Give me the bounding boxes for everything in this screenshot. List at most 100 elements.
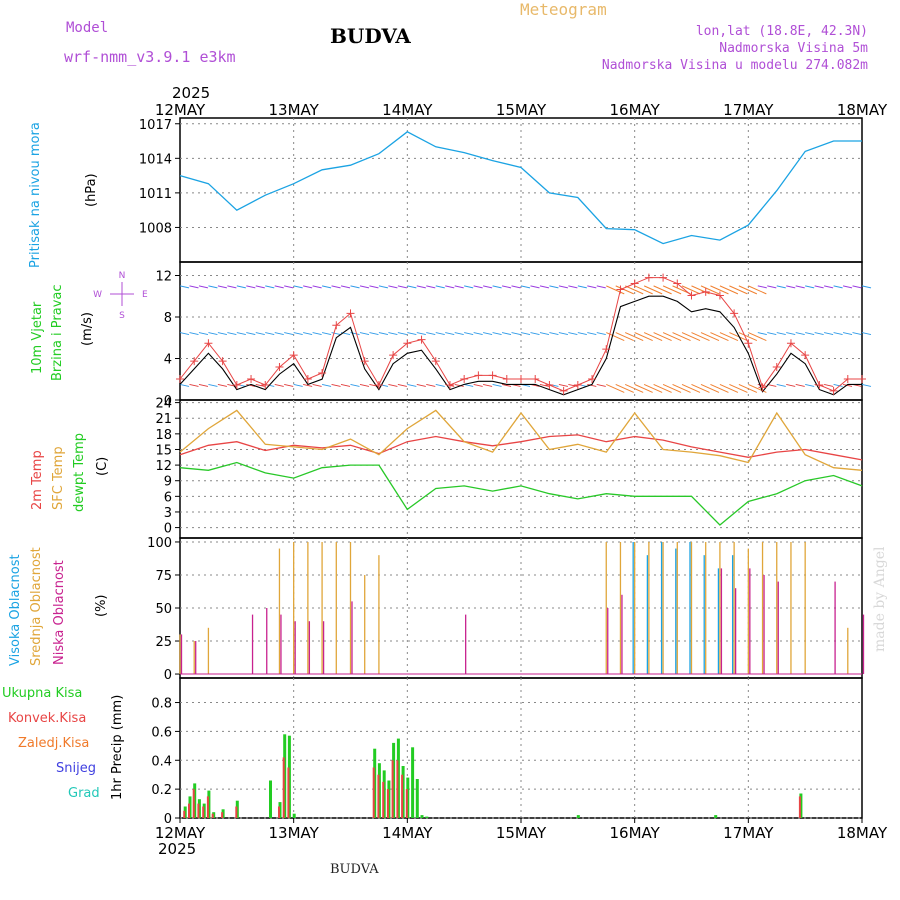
footer-city: BUDVA <box>330 862 379 877</box>
wind-arrow <box>549 332 559 336</box>
precip-bar-1 <box>235 806 238 818</box>
wind-arrow <box>388 383 398 387</box>
wind-arrow <box>492 285 502 289</box>
top-date-label: 14MAY <box>382 101 433 119</box>
wind-arrow <box>786 383 796 387</box>
wind-gust-marker <box>460 374 469 383</box>
precip-conv-legend: Konvek.Kisa <box>8 711 87 726</box>
wind-arrow <box>587 285 597 289</box>
wind-arrow <box>331 383 341 387</box>
precip-bar-1 <box>183 810 186 818</box>
top-date-label: 15MAY <box>496 101 547 119</box>
y-tick-label: 25 <box>155 635 172 650</box>
top-year-label: 2025 <box>172 84 210 102</box>
wind-arrow <box>606 285 625 295</box>
precip-bar-1 <box>202 806 205 818</box>
wind-arrow <box>217 383 227 387</box>
wind-arrow <box>615 332 634 342</box>
wind-arrow <box>719 383 739 393</box>
wind-gust-marker <box>289 351 298 360</box>
wind-arrow <box>483 383 493 387</box>
model-label: Model <box>66 20 109 36</box>
wind-gust-marker <box>403 339 412 348</box>
wind-arrow <box>596 332 606 336</box>
wind-gust-marker <box>616 285 625 294</box>
precip-grad-legend: Grad <box>68 786 100 801</box>
wind-arrow <box>378 332 389 336</box>
precip-bar-1 <box>282 757 285 818</box>
y-tick-label: 4 <box>164 352 172 367</box>
y-tick-label: 0.6 <box>151 725 172 740</box>
wind-arrow <box>359 332 370 336</box>
compass-s: S <box>119 311 125 321</box>
wind-arrow <box>511 285 521 289</box>
wind-arrow <box>359 383 370 387</box>
wind-gust-marker <box>318 369 327 378</box>
y-tick-label: 8 <box>164 311 172 326</box>
wind-arrow <box>634 383 653 393</box>
precip-bar-1 <box>188 803 190 818</box>
wind-gust-marker <box>374 380 383 389</box>
wind-gust-marker <box>772 363 781 372</box>
wind-arrow <box>624 383 644 393</box>
wind-arrow <box>842 332 853 336</box>
compass-w: W <box>93 290 102 300</box>
wind-arrow <box>577 285 587 289</box>
wind-arrow <box>776 285 786 289</box>
bottom-date-label: 13MAY <box>269 824 320 842</box>
precip-frz-legend: Zaledj.Kisa <box>18 736 90 751</box>
wind-arrow <box>520 285 531 289</box>
wind-arrow <box>643 285 663 295</box>
wind-arrow <box>634 332 653 342</box>
y-tick-label: 15 <box>155 443 172 458</box>
precip-bar-0 <box>292 813 296 818</box>
bottom-date-label: 18MAY <box>837 824 888 842</box>
wind-gust-marker <box>346 309 355 318</box>
bottom-date-label: 14MAY <box>382 824 433 842</box>
wind-gust-marker <box>417 335 426 344</box>
wind-arrow <box>700 383 720 393</box>
precip-snow-legend: Snijeg <box>56 761 96 776</box>
wind-arrow <box>416 332 426 336</box>
wind-arrow <box>227 285 237 289</box>
temp-line-0 <box>179 434 863 461</box>
wind-arrow <box>719 332 739 342</box>
wind-arrow <box>217 285 227 289</box>
wind-arrow <box>691 383 710 393</box>
wind-arrow <box>293 383 303 387</box>
wind-arrow <box>473 332 483 336</box>
y-tick-label: 12 <box>155 269 172 284</box>
wind-arrow <box>274 285 284 289</box>
top-date-label: 18MAY <box>837 101 888 119</box>
wind-arrow <box>236 285 246 289</box>
wind-arrow <box>530 332 540 336</box>
wind-arrow <box>710 332 729 342</box>
wind-arrow <box>833 285 843 289</box>
wind-arrow <box>312 383 322 387</box>
wind-arrow <box>445 332 455 336</box>
precip-bar-1 <box>221 812 224 818</box>
wind-arrow <box>539 332 550 336</box>
wind-arrow <box>303 332 313 336</box>
wind-gust-marker <box>218 357 227 366</box>
wind-arrow <box>198 383 209 387</box>
wind-arrow <box>643 383 663 393</box>
wind-arrow <box>246 332 256 336</box>
wind-arrow <box>653 332 672 342</box>
precip-bar-1 <box>391 760 394 818</box>
wind-arrow <box>530 285 540 289</box>
wind-gust-marker <box>744 339 753 348</box>
wind-arrow <box>520 332 531 336</box>
wind-arrow <box>558 332 568 336</box>
wind-arrow <box>814 285 824 289</box>
wind-arrow <box>596 285 606 289</box>
precip-bar-1 <box>401 774 404 818</box>
model-elevation-label: Nadmorska Visina u modelu 274.082m <box>601 58 868 73</box>
y-tick-label: 21 <box>155 412 172 427</box>
wind-arrow <box>312 285 322 289</box>
elevation-label: Nadmorska Visina 5m <box>719 41 868 56</box>
wind-arrow <box>539 383 550 387</box>
wind-arrow <box>369 332 379 336</box>
wind-arrow <box>473 383 483 387</box>
